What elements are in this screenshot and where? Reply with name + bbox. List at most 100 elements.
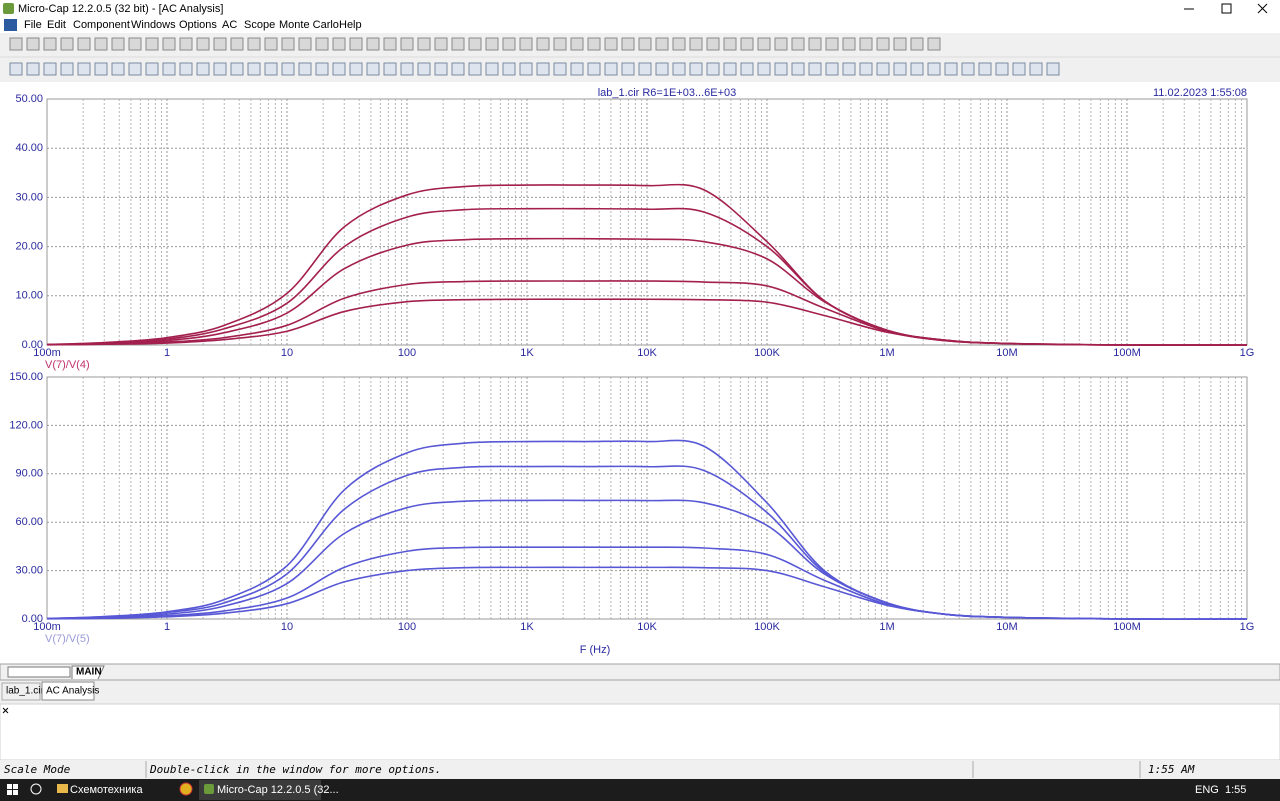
tool-button[interactable] — [451, 37, 465, 51]
tool-button[interactable] — [434, 37, 448, 51]
tool-button[interactable] — [349, 62, 363, 76]
tool-button[interactable] — [196, 62, 210, 76]
tool-button[interactable] — [128, 62, 142, 76]
tool-button[interactable] — [43, 62, 57, 76]
tool-button[interactable] — [774, 62, 788, 76]
tool-button[interactable] — [281, 37, 295, 51]
tool-button[interactable] — [1046, 62, 1060, 76]
tool-button[interactable] — [757, 62, 771, 76]
taskbar-active[interactable] — [199, 780, 321, 800]
tool-button[interactable] — [536, 62, 550, 76]
tool-button[interactable] — [774, 37, 788, 51]
tool-button[interactable] — [553, 62, 567, 76]
tool-button[interactable] — [77, 62, 91, 76]
tool-button[interactable] — [825, 37, 839, 51]
tool-button[interactable] — [383, 62, 397, 76]
tool-button[interactable] — [502, 37, 516, 51]
tool-button[interactable] — [179, 37, 193, 51]
tool-button[interactable] — [808, 37, 822, 51]
tool-button[interactable] — [621, 62, 635, 76]
tool-button[interactable] — [570, 62, 584, 76]
tool-button[interactable] — [366, 37, 380, 51]
tool-button[interactable] — [264, 62, 278, 76]
tool-button[interactable] — [791, 37, 805, 51]
file-tab-active[interactable] — [41, 681, 95, 701]
tool-button[interactable] — [570, 37, 584, 51]
page-tab-label[interactable]: MAIN — [76, 667, 102, 678]
tool-button[interactable] — [1029, 62, 1043, 76]
tool-button[interactable] — [26, 62, 40, 76]
tool-button[interactable] — [587, 62, 601, 76]
tool-button[interactable] — [672, 62, 686, 76]
tool-button[interactable] — [689, 37, 703, 51]
menu-item[interactable]: Component — [73, 19, 130, 31]
menu-item[interactable]: Edit — [47, 19, 66, 31]
tool-button[interactable] — [740, 37, 754, 51]
tool-button[interactable] — [621, 37, 635, 51]
tool-button[interactable] — [961, 62, 975, 76]
tool-button[interactable] — [995, 62, 1009, 76]
tool-button[interactable] — [876, 37, 890, 51]
tab-nav-buttons[interactable] — [7, 666, 71, 678]
tool-button[interactable] — [536, 37, 550, 51]
tool-button[interactable] — [94, 62, 108, 76]
tool-button[interactable] — [468, 62, 482, 76]
tool-button[interactable] — [298, 37, 312, 51]
tool-button[interactable] — [145, 37, 159, 51]
tool-button[interactable] — [519, 37, 533, 51]
taskbar-item[interactable]: Micro-Cap 12.2.0.5 (32... — [217, 784, 339, 796]
tool-button[interactable] — [485, 37, 499, 51]
tool-button[interactable] — [196, 37, 210, 51]
language[interactable]: ENG — [1195, 784, 1219, 796]
menu-item[interactable]: Help — [339, 19, 362, 31]
tool-button[interactable] — [485, 62, 499, 76]
tool-button[interactable] — [910, 62, 924, 76]
tool-button[interactable] — [451, 62, 465, 76]
tool-button[interactable] — [383, 37, 397, 51]
folder-icon[interactable] — [57, 784, 68, 793]
tool-button[interactable] — [893, 37, 907, 51]
tool-button[interactable] — [247, 37, 261, 51]
tool-button[interactable] — [655, 37, 669, 51]
tool-button[interactable] — [910, 37, 924, 51]
tool-button[interactable] — [60, 62, 74, 76]
tool-button[interactable] — [9, 37, 23, 51]
tool-button[interactable] — [944, 62, 958, 76]
menu-item[interactable]: Monte Carlo — [279, 19, 339, 31]
tool-button[interactable] — [927, 37, 941, 51]
tool-button[interactable] — [9, 62, 23, 76]
tool-button[interactable] — [26, 37, 40, 51]
tool-button[interactable] — [740, 62, 754, 76]
tool-button[interactable] — [1012, 62, 1026, 76]
file-tab[interactable] — [1, 682, 41, 701]
tool-button[interactable] — [315, 62, 329, 76]
menu-item[interactable]: File — [24, 19, 42, 31]
start-button[interactable] — [7, 784, 18, 795]
tool-button[interactable] — [332, 37, 346, 51]
tool-button[interactable] — [417, 37, 431, 51]
tool-button[interactable] — [842, 37, 856, 51]
tool-button[interactable] — [842, 62, 856, 76]
tool-button[interactable] — [468, 37, 482, 51]
tool-button[interactable] — [519, 62, 533, 76]
tool-button[interactable] — [723, 62, 737, 76]
tool-button[interactable] — [706, 37, 720, 51]
maximize-button[interactable] — [1221, 3, 1232, 14]
tool-button[interactable] — [111, 62, 125, 76]
tool-button[interactable] — [638, 37, 652, 51]
tool-button[interactable] — [162, 37, 176, 51]
tool-button[interactable] — [417, 62, 431, 76]
tool-button[interactable] — [859, 37, 873, 51]
tool-button[interactable] — [230, 62, 244, 76]
tool-button[interactable] — [876, 62, 890, 76]
tool-button[interactable] — [281, 62, 295, 76]
tool-button[interactable] — [43, 37, 57, 51]
close-button[interactable] — [1257, 3, 1268, 14]
menu-item[interactable]: AC — [222, 19, 237, 31]
tool-button[interactable] — [349, 37, 363, 51]
tool-button[interactable] — [587, 37, 601, 51]
tool-button[interactable] — [927, 62, 941, 76]
tool-button[interactable] — [400, 37, 414, 51]
tool-button[interactable] — [213, 62, 227, 76]
tool-button[interactable] — [213, 37, 227, 51]
